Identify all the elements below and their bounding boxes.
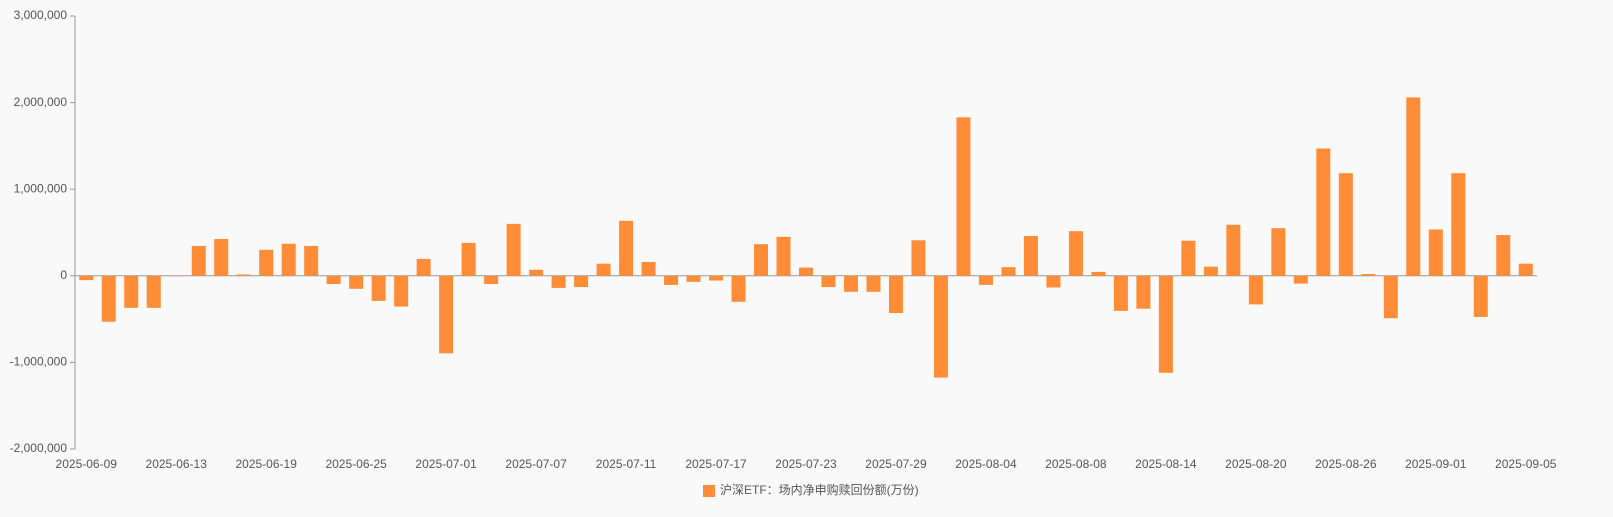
bar [371, 275, 386, 301]
bar [1001, 267, 1016, 276]
y-tick-label: 1,000,000 [14, 181, 68, 195]
bar [799, 267, 813, 276]
bar [1023, 235, 1038, 276]
bar [1406, 97, 1421, 276]
bar [1496, 235, 1511, 276]
x-tick-label: 2025-08-20 [1225, 457, 1287, 471]
bar [349, 275, 364, 289]
bar [214, 238, 229, 276]
x-tick-label: 2025-06-13 [146, 457, 208, 471]
bar [1473, 275, 1488, 317]
x-tick-label: 2025-07-07 [505, 457, 567, 471]
bar [1158, 275, 1173, 373]
y-tick-label: -2,000,000 [10, 441, 68, 455]
x-tick-label: 2025-06-09 [56, 457, 118, 471]
bar [686, 275, 701, 282]
bar [101, 275, 116, 322]
bar [1113, 275, 1128, 311]
bar [866, 275, 881, 292]
bar [776, 236, 791, 276]
bar [461, 242, 476, 276]
bar [1181, 240, 1196, 276]
bar [146, 275, 161, 308]
bar [574, 275, 589, 288]
bar [619, 220, 634, 276]
bar [1068, 231, 1083, 276]
x-tick-label: 2025-06-25 [325, 457, 387, 471]
bar [79, 275, 94, 281]
legend-swatch [703, 485, 715, 497]
x-tick-label: 2025-08-04 [955, 457, 1017, 471]
y-tick-label: -1,000,000 [10, 355, 68, 369]
bar [731, 275, 746, 302]
bar [1428, 229, 1443, 276]
bar [191, 245, 206, 276]
bar [709, 275, 724, 281]
bar [1271, 228, 1286, 276]
bar [1203, 266, 1218, 276]
bar [484, 275, 499, 285]
x-tick-label: 2025-09-05 [1495, 457, 1557, 471]
bar [911, 240, 926, 276]
bar [596, 263, 611, 276]
bar [933, 275, 948, 378]
bar [1226, 224, 1241, 276]
bar [281, 243, 296, 276]
y-tick-label: 2,000,000 [14, 95, 68, 109]
bar [551, 275, 566, 288]
x-tick-label: 2025-07-23 [775, 457, 837, 471]
x-tick-label: 2025-08-26 [1315, 457, 1377, 471]
bar [978, 275, 993, 285]
bar [1316, 148, 1331, 276]
bar [236, 274, 251, 276]
bar [124, 275, 139, 308]
bar [1293, 275, 1308, 284]
bar [326, 275, 341, 285]
x-tick-label: 2025-07-17 [685, 457, 747, 471]
x-tick-label: 2025-08-14 [1135, 457, 1197, 471]
bar [754, 244, 769, 276]
bar [1383, 275, 1398, 319]
bar [664, 275, 679, 285]
bar [529, 269, 544, 276]
bar [888, 275, 903, 314]
y-tick-label: 0 [60, 268, 67, 282]
bar [1136, 275, 1151, 309]
bar [821, 275, 836, 288]
bar [1451, 173, 1466, 276]
x-tick-label: 2025-07-29 [865, 457, 927, 471]
bar [843, 275, 858, 292]
bar [394, 275, 409, 307]
x-tick-label: 2025-09-01 [1405, 457, 1467, 471]
x-tick-label: 2025-06-19 [235, 457, 297, 471]
bar [956, 117, 971, 276]
bar [1518, 263, 1533, 276]
bar [641, 261, 656, 276]
x-tick-label: 2025-07-01 [415, 457, 477, 471]
bar [259, 249, 274, 276]
bar [304, 245, 319, 276]
bar [416, 258, 431, 276]
bar [506, 223, 521, 276]
bar [1338, 173, 1353, 276]
bar [439, 275, 454, 354]
y-tick-label: 3,000,000 [14, 8, 68, 22]
bar [1361, 274, 1376, 276]
bar [1248, 275, 1263, 305]
x-tick-label: 2025-07-11 [596, 457, 657, 471]
x-tick-label: 2025-08-08 [1045, 457, 1107, 471]
legend-label: 沪深ETF：场内净申购赎回份额(万份) [720, 482, 919, 497]
bar [1091, 271, 1106, 276]
bar [1046, 275, 1061, 288]
